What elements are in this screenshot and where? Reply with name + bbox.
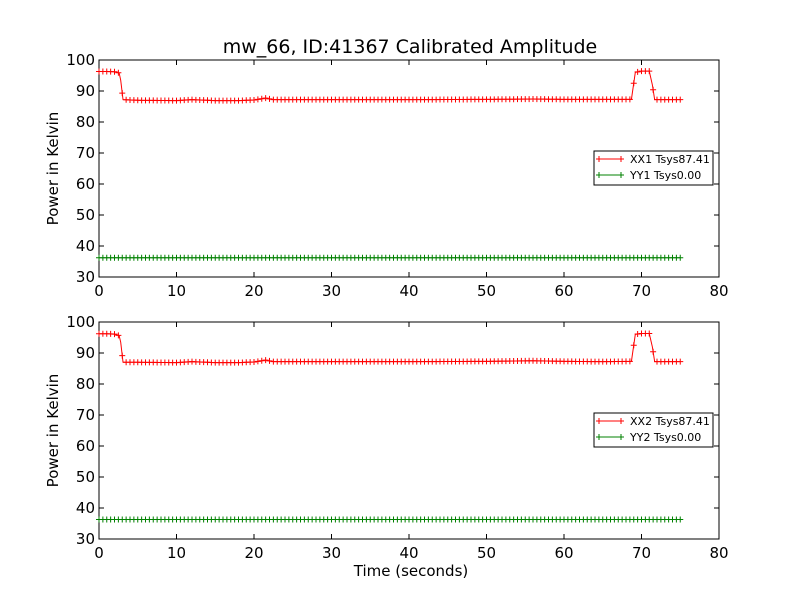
y-tick-label: 40: [76, 499, 95, 517]
x-tick-label: 60: [554, 282, 573, 300]
x-tick-label: 20: [244, 282, 263, 300]
y-tick-label: 70: [76, 406, 95, 424]
series-1: [96, 68, 684, 104]
legend-marker: [596, 172, 624, 178]
legend-label: YY1 Tsys0.00: [629, 169, 701, 182]
x-tick-label: 50: [477, 282, 496, 300]
x-tick-label: 40: [399, 282, 418, 300]
legend: XX2 Tsys87.41 YY2 Tsys0.00: [593, 412, 714, 448]
x-tick-label: 10: [167, 544, 186, 562]
x-tick-label: 40: [399, 544, 418, 562]
x-tick-label: 80: [709, 282, 728, 300]
x-tick-label: 0: [94, 282, 104, 300]
series-markers: [96, 330, 684, 366]
x-tick-label: 50: [477, 544, 496, 562]
x-tick-label: 30: [322, 282, 341, 300]
series-markers: [96, 68, 684, 104]
x-tick-label: 30: [322, 544, 341, 562]
legend-box: [593, 412, 714, 448]
y-axis-label: Power in Kelvin: [44, 374, 62, 488]
chart-title: mw_66, ID:41367 Calibrated Amplitude: [223, 36, 598, 58]
x-tick-label: 10: [167, 282, 186, 300]
subplot-1: 0 10 20 30 40 50 60 70 80 30 40 50 60 70 80 90 100 Power …: [44, 51, 729, 300]
x-tick-label: 20: [244, 544, 263, 562]
series-2: [96, 516, 684, 523]
series-markers: [96, 254, 684, 261]
series-markers: [96, 516, 684, 523]
legend-marker: [596, 434, 624, 440]
legend-box: [593, 150, 714, 186]
y-tick-label: 90: [76, 82, 95, 100]
subplot-2: 0 10 20 30 40 50 60 70 80 30 40 50 60 70 80 90 100 Power …: [44, 313, 729, 580]
series-1: [96, 330, 684, 366]
legend-label: XX1 Tsys87.41: [630, 153, 710, 166]
series-2: [96, 254, 684, 261]
y-tick-label: 50: [76, 206, 95, 224]
legend-label: XX2 Tsys87.41: [630, 415, 710, 428]
x-tick-label: 70: [632, 544, 651, 562]
y-tick-label: 90: [76, 344, 95, 362]
x-tick-label: 70: [632, 282, 651, 300]
y-tick-label: 50: [76, 468, 95, 486]
legend: XX1 Tsys87.41 YY1 Tsys0.00: [593, 150, 714, 186]
y-tick-label: 100: [66, 313, 95, 331]
legend-label: YY2 Tsys0.00: [629, 431, 701, 444]
y-tick-label: 70: [76, 144, 95, 162]
legend-marker: [596, 156, 624, 162]
y-tick-label: 30: [76, 530, 95, 548]
x-tick-label: 0: [94, 544, 104, 562]
legend-marker: [596, 418, 624, 424]
y-axis-label: Power in Kelvin: [44, 112, 62, 226]
y-tick-label: 60: [76, 437, 95, 455]
x-tick-label: 60: [554, 544, 573, 562]
x-axis-label: Time (seconds): [353, 562, 469, 580]
y-tick-label: 40: [76, 237, 95, 255]
y-tick-label: 30: [76, 268, 95, 286]
y-tick-label: 80: [76, 113, 95, 131]
x-tick-label: 80: [709, 544, 728, 562]
y-tick-label: 100: [66, 51, 95, 69]
y-tick-label: 80: [76, 375, 95, 393]
y-tick-label: 60: [76, 175, 95, 193]
